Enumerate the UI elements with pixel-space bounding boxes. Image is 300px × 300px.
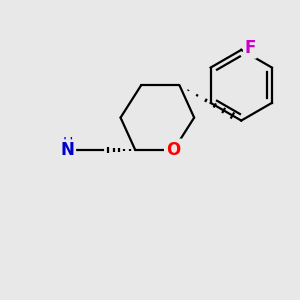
Text: F: F — [244, 39, 256, 57]
Text: N: N — [61, 141, 74, 159]
Text: H: H — [62, 136, 73, 150]
Text: O: O — [167, 141, 181, 159]
